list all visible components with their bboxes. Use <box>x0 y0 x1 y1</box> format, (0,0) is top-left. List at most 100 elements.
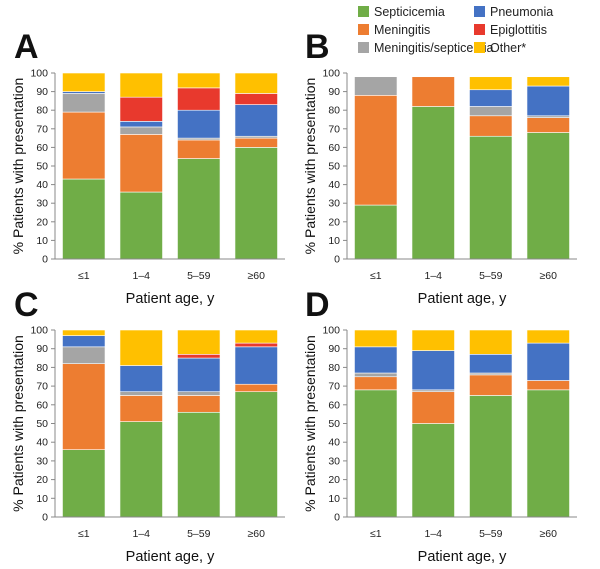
y-axis-label: % Patients with presentation <box>302 335 318 512</box>
y-tick-label: 60 <box>328 142 340 154</box>
bar-segment <box>62 346 106 364</box>
x-tick-label: ≤1 <box>370 528 382 540</box>
legend-label: Epiglottitis <box>490 23 547 37</box>
chart-panel: C 0 10 20 30 40 50 60 70 80 90 100 ≤1 1–4 5–59 ≥60 Patie… <box>10 286 285 565</box>
bar-segment <box>469 329 513 355</box>
legend-swatch <box>358 6 369 17</box>
y-tick-label: 50 <box>328 418 340 430</box>
y-tick-label: 40 <box>328 179 340 191</box>
bar-segment <box>469 106 513 117</box>
legend-label: Pneumonia <box>490 5 553 19</box>
y-tick-label: 30 <box>36 198 48 210</box>
panel-label: D <box>305 286 330 324</box>
legend-label: Septicicemia <box>374 5 445 19</box>
bar-segment <box>177 72 221 89</box>
bar-segment <box>469 76 513 91</box>
bar-segment <box>119 421 163 518</box>
panel-label: A <box>14 28 39 66</box>
legend-swatch <box>474 24 485 35</box>
bar-segment <box>177 395 221 413</box>
bar-segment <box>526 342 570 381</box>
bar-segment <box>62 72 106 92</box>
legend-item: Septicicemia <box>358 5 445 19</box>
legend-swatch <box>474 6 485 17</box>
bar-segment <box>119 134 163 193</box>
y-tick-label: 100 <box>322 68 340 80</box>
x-tick-label: ≥60 <box>540 270 558 282</box>
y-tick-label: 70 <box>36 381 48 393</box>
bar-segment <box>177 411 221 518</box>
bar-segment <box>526 132 570 260</box>
bar-segment <box>234 72 278 94</box>
y-axis-label: % Patients with presentation <box>302 78 318 255</box>
bar-segment <box>354 204 398 260</box>
bar-segment <box>62 178 106 260</box>
legend-swatch <box>474 42 485 53</box>
legend-label: Other* <box>490 41 526 55</box>
chart-panel: A 0 10 20 30 40 50 60 70 80 90 100 ≤1 1–4 5–59 ≥60 Patie… <box>10 28 285 307</box>
legend-item: Pneumonia <box>474 5 553 19</box>
y-tick-label: 60 <box>36 399 48 411</box>
bar-segment <box>469 89 513 107</box>
y-tick-label: 40 <box>328 437 340 449</box>
x-axis-label: Patient age, y <box>418 549 507 565</box>
bar-segment <box>411 329 455 351</box>
y-tick-label: 0 <box>334 254 340 266</box>
bar-segment <box>234 104 278 137</box>
y-tick-label: 50 <box>36 161 48 173</box>
y-tick-label: 20 <box>328 474 340 486</box>
bar-segment <box>119 121 163 128</box>
bar-segment <box>526 85 570 117</box>
bar-segment <box>526 117 570 133</box>
y-tick-label: 0 <box>42 512 48 524</box>
bar-segment <box>234 391 278 518</box>
bar-segment <box>354 389 398 518</box>
legend-swatch <box>358 42 369 53</box>
bar-segment <box>119 191 163 260</box>
y-tick-label: 90 <box>328 343 340 355</box>
y-tick-label: 30 <box>36 455 48 467</box>
bar-segment <box>177 158 221 260</box>
y-tick-label: 90 <box>36 86 48 98</box>
bar-segment <box>177 391 221 396</box>
y-tick-label: 90 <box>328 86 340 98</box>
y-tick-label: 100 <box>30 68 48 80</box>
bar-segment <box>234 137 278 148</box>
bar-segment <box>354 329 398 348</box>
y-tick-label: 80 <box>328 362 340 374</box>
panel-label: B <box>305 28 330 66</box>
y-tick-label: 20 <box>36 216 48 228</box>
bar-segment <box>62 335 106 348</box>
y-tick-label: 90 <box>36 343 48 355</box>
x-tick-label: ≤1 <box>78 528 90 540</box>
bar-segment <box>177 139 221 159</box>
legend-item: Meningitis/septicemia <box>358 41 494 55</box>
bar-segment <box>119 96 163 122</box>
bar-segment <box>234 383 278 393</box>
bar-segment <box>469 374 513 396</box>
y-tick-label: 100 <box>322 325 340 337</box>
bar-segment <box>177 329 221 355</box>
bar-segment <box>469 115 513 137</box>
bar-segment <box>411 423 455 518</box>
y-tick-label: 100 <box>30 325 48 337</box>
bar-segment <box>354 372 398 378</box>
bar-segment <box>234 93 278 105</box>
y-tick-label: 0 <box>42 254 48 266</box>
y-tick-label: 70 <box>328 123 340 135</box>
x-tick-label: ≥60 <box>248 270 266 282</box>
y-tick-label: 50 <box>36 418 48 430</box>
chart-panel: D 0 10 20 30 40 50 60 70 80 90 100 ≤1 1–4 5–59 ≥60 Patie… <box>302 286 577 565</box>
x-tick-label: 1–4 <box>424 528 442 540</box>
legend-item: Meningitis <box>358 23 430 37</box>
x-tick-label: 1–4 <box>132 528 150 540</box>
y-tick-label: 70 <box>328 381 340 393</box>
bar-segment <box>62 93 106 113</box>
x-tick-label: 5–59 <box>187 528 211 540</box>
x-tick-label: ≥60 <box>248 528 266 540</box>
bar-segment <box>62 363 106 450</box>
x-tick-label: ≤1 <box>78 270 90 282</box>
bar-segment <box>177 357 221 393</box>
